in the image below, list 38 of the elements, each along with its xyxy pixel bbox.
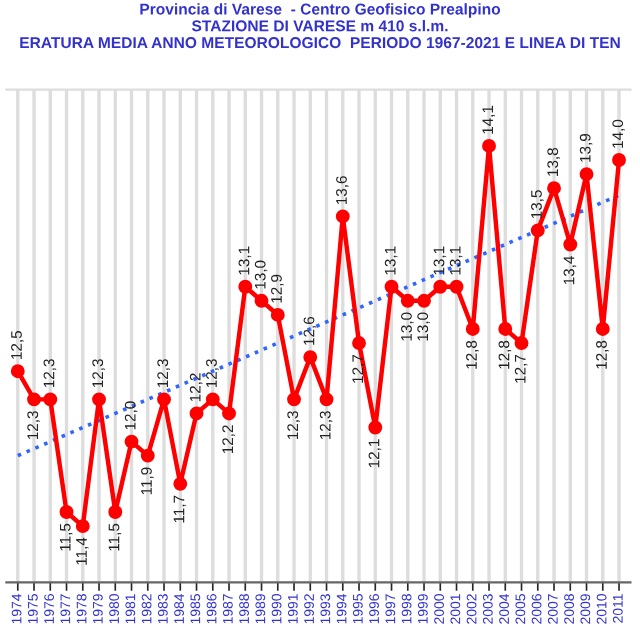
point [254,293,269,308]
point [43,392,58,407]
point [368,420,383,435]
point [384,279,399,294]
point [433,279,448,294]
point [10,364,25,379]
point [595,322,610,336]
point [352,336,366,350]
point [465,322,480,336]
point [303,350,318,365]
point [173,476,188,491]
point [270,307,285,322]
point [530,223,545,238]
point [335,209,350,224]
point [27,392,41,407]
point [482,138,496,153]
point [417,293,431,308]
point [92,392,106,407]
point [547,181,561,196]
point [238,279,253,294]
point [124,434,139,449]
point [140,448,155,463]
point [157,392,171,407]
point [189,406,204,421]
point [579,167,594,182]
point [222,406,236,421]
point [205,392,220,407]
point [563,237,578,252]
point [59,505,74,519]
point [498,322,513,336]
point [287,392,301,407]
point [400,293,415,308]
point [514,336,529,350]
point [449,279,464,294]
point [319,392,334,407]
point [108,505,123,519]
point [612,153,626,167]
point [75,519,90,534]
